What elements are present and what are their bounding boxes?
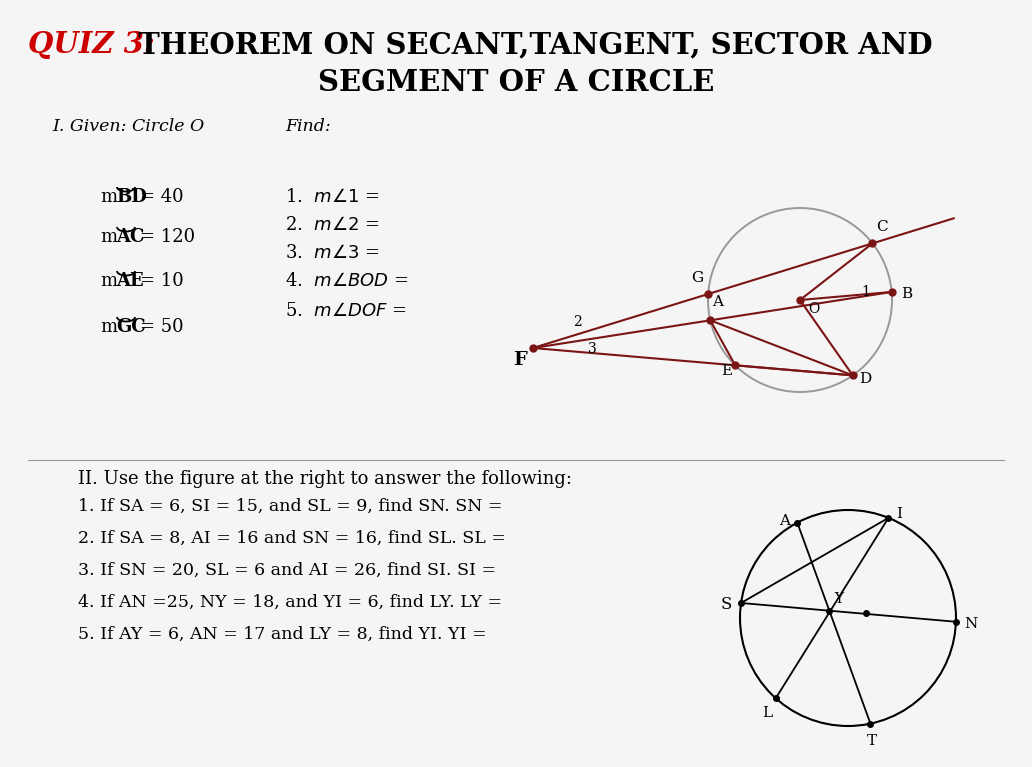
Text: E: E	[721, 364, 733, 378]
Text: O: O	[808, 302, 819, 316]
Text: Find:: Find:	[285, 118, 330, 135]
Text: 3. If SN = 20, SL = 6 and AI = 26, find SI. SI =: 3. If SN = 20, SL = 6 and AI = 26, find …	[78, 562, 496, 579]
Text: THEOREM ON SECANT,TANGENT, SECTOR AND: THEOREM ON SECANT,TANGENT, SECTOR AND	[128, 30, 933, 59]
Text: F: F	[513, 351, 527, 369]
Text: I. Given: Circle O: I. Given: Circle O	[52, 118, 204, 135]
Text: 3.  $m\angle 3$ =: 3. $m\angle 3$ =	[285, 244, 380, 262]
Text: D: D	[859, 372, 871, 387]
Text: A: A	[779, 514, 791, 528]
Text: m: m	[100, 188, 117, 206]
Text: AE: AE	[116, 272, 143, 290]
Text: I: I	[897, 507, 902, 521]
Text: = 40: = 40	[140, 188, 184, 206]
Text: GC: GC	[116, 318, 146, 336]
Text: G: G	[691, 271, 703, 285]
Text: m: m	[100, 228, 117, 246]
Text: 4. If AN =25, NY = 18, and YI = 6, find LY. LY =: 4. If AN =25, NY = 18, and YI = 6, find …	[78, 594, 503, 611]
Text: 4.  $m\angle BOD$ =: 4. $m\angle BOD$ =	[285, 272, 409, 290]
Text: m: m	[100, 272, 117, 290]
Text: = 50: = 50	[140, 318, 184, 336]
Text: 1. If SA = 6, SI = 15, and SL = 9, find SN. SN =: 1. If SA = 6, SI = 15, and SL = 9, find …	[78, 498, 503, 515]
Text: II. Use the figure at the right to answer the following:: II. Use the figure at the right to answe…	[78, 470, 572, 488]
Text: SEGMENT OF A CIRCLE: SEGMENT OF A CIRCLE	[318, 68, 714, 97]
Text: Y: Y	[834, 591, 843, 606]
Text: m: m	[100, 318, 117, 336]
Text: 2: 2	[573, 315, 582, 329]
Text: 1.  $m\angle 1$ =: 1. $m\angle 1$ =	[285, 188, 380, 206]
Text: 2. If SA = 8, AI = 16 and SN = 16, find SL. SL =: 2. If SA = 8, AI = 16 and SN = 16, find …	[78, 530, 506, 547]
Text: = 120: = 120	[140, 228, 195, 246]
Text: 2.  $m\angle 2$ =: 2. $m\angle 2$ =	[285, 216, 380, 234]
Text: 3: 3	[588, 342, 596, 356]
Text: L: L	[762, 706, 772, 720]
Text: A: A	[712, 295, 723, 309]
Text: N: N	[964, 617, 977, 630]
Text: = 10: = 10	[140, 272, 184, 290]
Text: 1: 1	[862, 285, 871, 299]
Text: QUIZ 3:: QUIZ 3:	[28, 30, 155, 59]
Text: AC: AC	[116, 228, 144, 246]
Text: S: S	[721, 597, 733, 614]
Text: C: C	[876, 220, 889, 235]
Text: T: T	[867, 734, 876, 748]
Text: BD: BD	[116, 188, 147, 206]
Text: 5.  $m\angle DOF$ =: 5. $m\angle DOF$ =	[285, 302, 407, 320]
Text: 5. If AY = 6, AN = 17 and LY = 8, find YI. YI =: 5. If AY = 6, AN = 17 and LY = 8, find Y…	[78, 626, 487, 643]
Text: B: B	[902, 287, 912, 301]
